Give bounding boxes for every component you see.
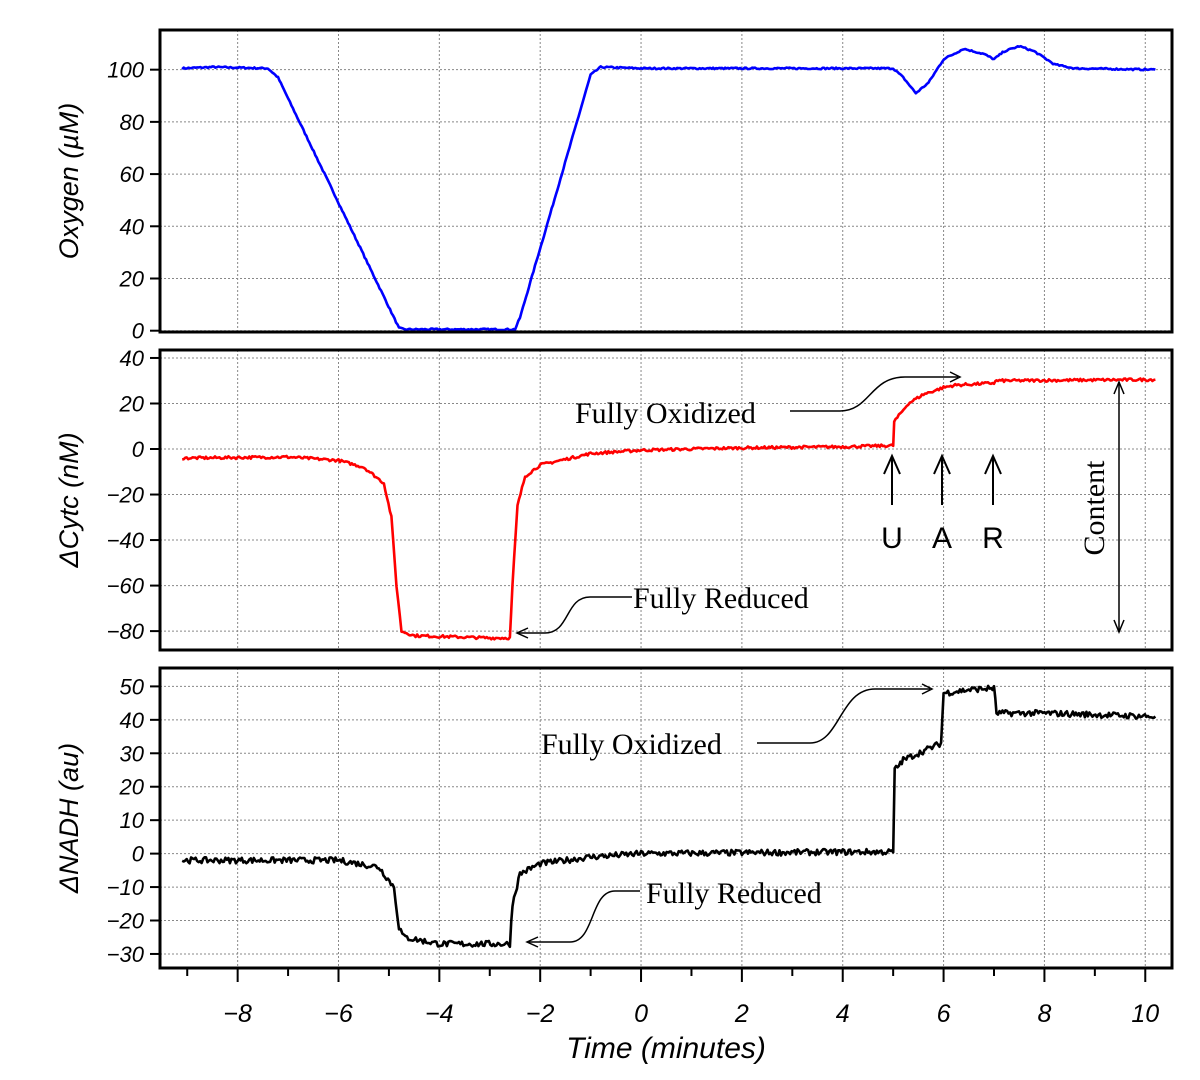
cytc-y-tick-label: −20 [107, 483, 145, 508]
oxygen-panel: 0 20 40 60 80 100 Oxygen (µM) [54, 28, 1174, 344]
x-tick-label: −8 [223, 1000, 252, 1028]
nadh-fully-oxidized-label: Fully Oxidized [541, 728, 722, 761]
cytc-fully-oxidized-label: Fully Oxidized [575, 397, 756, 430]
x-tick-label: 2 [734, 1000, 749, 1028]
x-tick-label: −6 [324, 1000, 353, 1028]
svg-text:R: R [982, 522, 1004, 555]
nadh-y-tick-label: 40 [120, 708, 145, 733]
nadh-y-tick-label: 50 [120, 674, 145, 699]
nadh-y-axis-label: ΔNADH (au) [54, 743, 84, 894]
x-tick-label: 0 [634, 1000, 648, 1028]
cytc-y-tick-label: 20 [119, 391, 145, 416]
x-axis-label: Time (minutes) [566, 1032, 766, 1065]
oxygen-series-line [181, 44, 1156, 332]
x-tick-label: 10 [1131, 1000, 1159, 1028]
oxygen-y-tick-label: 0 [132, 319, 145, 344]
cytc-y-axis-label: ΔCytc (nM) [54, 432, 84, 568]
oxygen-y-tick-label: 80 [120, 110, 145, 135]
oxygen-plot-frame [158, 28, 1174, 334]
marker-u: U [881, 453, 903, 555]
x-tick-label: −4 [425, 1000, 454, 1028]
x-tick-label: −2 [526, 1000, 555, 1028]
nadh-y-tick-label: −10 [107, 875, 145, 900]
nadh-y-tick-label: 20 [119, 775, 145, 800]
arrowhead [949, 371, 962, 383]
nadh-y-tick-label: −30 [107, 942, 145, 967]
oxygen-y-tick-label: 40 [120, 214, 145, 239]
cytc-y-tick-label: 40 [120, 346, 145, 371]
cytc-panel: −80 −60 −40 −20 0 20 40 ΔCytc (nM) [54, 346, 1174, 652]
arrowhead [525, 936, 539, 948]
cytc-fully-reduced-label: Fully Reduced [633, 582, 809, 615]
cytc-y-tick-label: −60 [107, 574, 145, 599]
nadh-reduced-arrow [528, 890, 640, 943]
svg-text:A: A [932, 522, 952, 555]
svg-text:U: U [881, 522, 903, 555]
cytc-oxidized-arrow [790, 376, 958, 412]
oxygen-y-axis-label: Oxygen (µM) [54, 103, 84, 260]
cytc-y-tick-label: −80 [107, 619, 145, 644]
nadh-panel: −30 −20 −10 0 10 20 30 40 50 ΔNADH (au) [54, 666, 1174, 970]
oxygen-y-tick-label: 20 [119, 266, 145, 291]
cytc-y-tick-label: 0 [132, 437, 145, 462]
nadh-plot-frame [158, 666, 1174, 970]
nadh-y-tick-label: 10 [120, 808, 145, 833]
x-tick-label: 6 [937, 1000, 951, 1028]
nadh-y-tick-label: 0 [132, 842, 145, 867]
arrowhead [921, 683, 934, 695]
nadh-series-line [181, 684, 1157, 949]
cytc-annotations: Fully Oxidized Fully Reduced U A R Conte… [515, 371, 1125, 639]
x-tick-label: 4 [836, 1000, 850, 1028]
oxygen-y-tick-label: 100 [107, 58, 144, 83]
cytc-series-line [181, 377, 1156, 641]
nadh-fully-reduced-label: Fully Reduced [646, 877, 822, 910]
cytc-reduced-arrow [518, 596, 632, 634]
cytc-plot-frame [158, 348, 1174, 652]
content-label: Content [1078, 460, 1111, 556]
nadh-y-tick-label: 30 [120, 741, 145, 766]
marker-r: R [982, 453, 1004, 555]
cytc-y-tick-label: −40 [107, 528, 145, 553]
nadh-oxidized-arrow [757, 688, 930, 744]
marker-a: A [932, 453, 952, 555]
nadh-y-tick-label: −20 [107, 909, 145, 934]
arrowhead [515, 627, 529, 639]
x-tick-label: 8 [1037, 1000, 1051, 1028]
content-arrow [1113, 380, 1125, 634]
oxygen-y-tick-label: 60 [120, 162, 145, 187]
nadh-annotations: Fully Oxidized Fully Reduced [525, 683, 934, 948]
